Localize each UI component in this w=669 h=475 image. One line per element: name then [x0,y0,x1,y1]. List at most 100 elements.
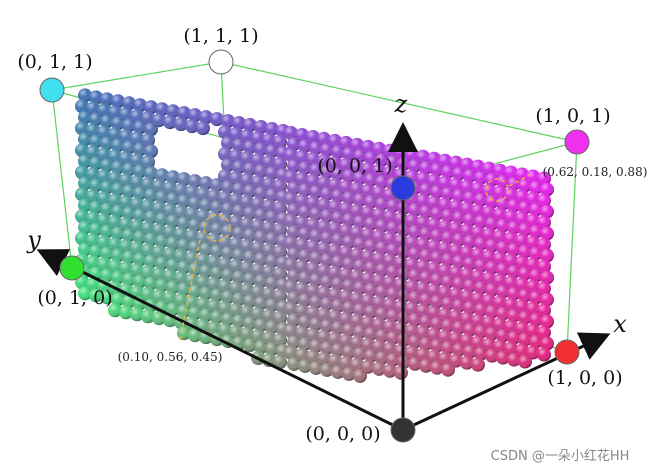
sphere [526,235,540,250]
sphere [166,236,180,251]
sphere [306,327,320,342]
sphere [328,177,342,192]
sphere [273,157,287,171]
sphere [265,342,279,357]
sphere [287,180,301,195]
sphere [251,241,265,256]
sphere [496,350,510,365]
sphere [540,336,554,351]
sphere [419,270,433,285]
sphere [515,343,529,358]
sphere [221,268,235,283]
sphere [482,183,496,198]
sphere [265,276,279,291]
sphere [328,243,342,258]
sphere [130,153,144,168]
sphere [474,324,488,339]
sphere [185,185,199,200]
sphere [207,299,221,314]
sphere [438,241,452,256]
sphere [350,159,364,174]
sphere [361,139,375,154]
sphere [111,160,125,175]
sphere [199,286,213,301]
sphere [97,191,111,206]
sphere [460,311,474,326]
sphere [155,234,169,249]
sphere [383,231,397,246]
sphere [342,278,356,293]
sphere [375,328,389,343]
sphere [166,302,180,317]
sphere [529,312,543,327]
sphere [452,188,466,203]
watermark: CSDN @一朵小红花HH [491,448,630,464]
sphere [306,151,320,166]
sphere [529,268,543,283]
sphere [364,348,378,363]
sphere [353,368,367,383]
sphere [298,336,312,351]
sphere [284,125,298,140]
sphere [493,339,507,354]
sphere [339,311,353,326]
sphere [262,133,276,148]
sphere [188,306,202,321]
sphere [504,253,518,268]
sphere [507,286,521,301]
sphere [188,284,202,299]
sphere [177,260,191,275]
sphere [515,277,529,292]
sphere [471,159,485,174]
sphere [309,184,323,199]
sphere [97,169,111,184]
sphere [342,146,356,161]
sphere [438,175,452,190]
annotation: (0.62, 0.18, 0.88) [543,165,648,179]
sphere [287,202,301,217]
sphere [287,136,301,151]
sphere [350,335,364,350]
sphere [174,249,188,264]
sphere [416,171,430,186]
sphere [133,164,147,179]
sphere [108,105,122,120]
sphere [254,186,268,201]
sphere [482,293,496,308]
sphere [342,344,356,359]
sphere [460,157,474,172]
sphere [529,246,543,261]
sphere [482,227,496,242]
sphere [196,121,210,136]
sphere [452,166,466,181]
sphere [309,228,323,243]
sphere [317,175,331,190]
sphere [430,272,444,287]
sphere [221,290,235,305]
sphere [364,326,378,341]
sphere [251,307,265,322]
sphere [152,245,166,260]
sphere [507,352,521,367]
sphere [342,212,356,227]
sphere [482,337,496,352]
sphere [240,305,254,320]
sphere [188,174,202,189]
sphere [507,330,521,345]
sphere [331,210,345,225]
sphere [185,207,199,222]
sphere [317,241,331,256]
sphere [254,230,268,245]
sphere [331,320,345,335]
sphere [408,202,422,217]
sphere [427,217,441,232]
sphere [298,270,312,285]
sphere [375,174,389,189]
sphere [350,291,364,306]
sphere [317,329,331,344]
sphere [463,212,477,227]
sphere [295,127,309,142]
sphere [342,190,356,205]
sphere [243,294,257,309]
sphere [111,94,125,109]
